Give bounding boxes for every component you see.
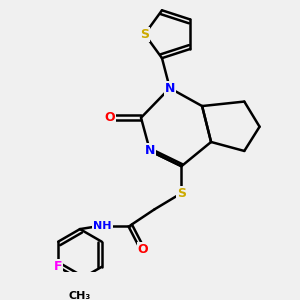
Text: S: S bbox=[177, 187, 186, 200]
Text: O: O bbox=[104, 111, 115, 124]
Text: F: F bbox=[54, 260, 62, 273]
Text: CH₃: CH₃ bbox=[69, 291, 91, 300]
Text: NH: NH bbox=[93, 220, 112, 230]
Text: S: S bbox=[140, 28, 149, 41]
Text: N: N bbox=[165, 82, 175, 94]
Text: O: O bbox=[137, 243, 148, 256]
Text: N: N bbox=[145, 145, 155, 158]
